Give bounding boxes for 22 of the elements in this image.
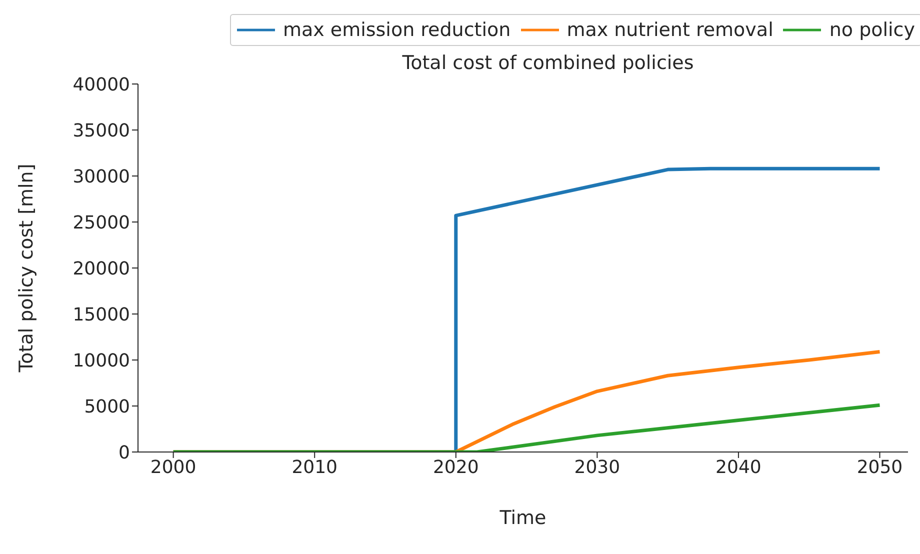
- y-tick-label: 0: [118, 442, 130, 464]
- x-tick-label: 2040: [716, 456, 762, 478]
- y-tick-label: 40000: [72, 74, 130, 96]
- legend-label: max emission reduction: [282, 19, 511, 41]
- y-tick-label: 15000: [72, 304, 130, 326]
- y-tick-label: 30000: [72, 166, 130, 188]
- y-axis-title: Total policy cost [mln]: [16, 164, 38, 374]
- legend-label: no policy: [829, 19, 915, 41]
- x-tick-label: 2030: [574, 456, 620, 478]
- x-tick-label: 2020: [432, 456, 479, 478]
- y-tick-label: 10000: [72, 350, 130, 372]
- y-tick-label: 20000: [72, 258, 130, 280]
- legend-label: max nutrient removal: [566, 19, 774, 41]
- x-tick-label: 2010: [292, 456, 338, 478]
- chart-title: Total cost of combined policies: [401, 52, 695, 74]
- y-tick-label: 35000: [72, 120, 130, 142]
- x-tick-label: 2050: [856, 456, 903, 478]
- line-series: [172, 403, 882, 452]
- y-tick-label: 25000: [72, 212, 130, 234]
- x-axis-title: Time: [498, 507, 546, 529]
- x-tick-label: 2000: [150, 456, 196, 478]
- y-tick-label: 5000: [84, 396, 130, 418]
